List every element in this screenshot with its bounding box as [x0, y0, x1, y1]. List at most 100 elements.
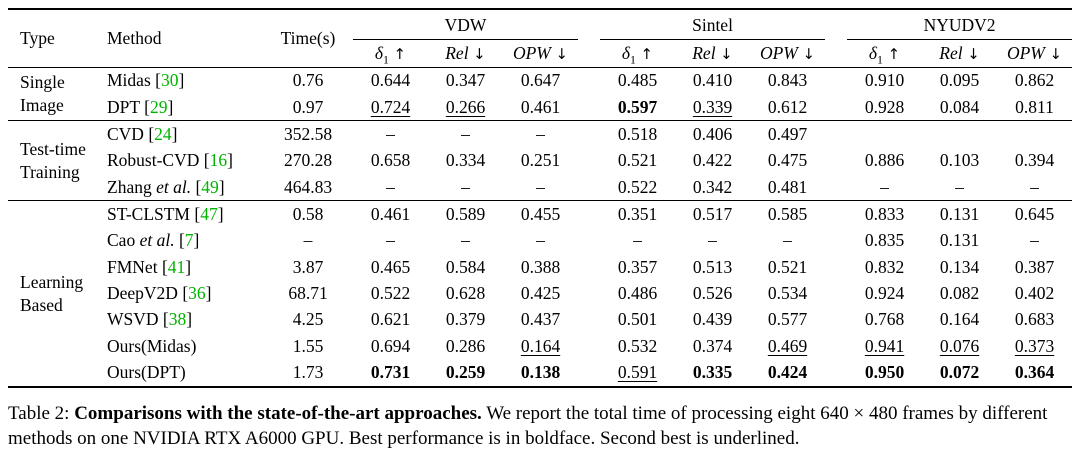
value-cell: 0.251 — [520, 150, 561, 171]
method-name: Ours(Midas) — [107, 335, 197, 356]
citation-link[interactable]: [29] — [144, 96, 174, 117]
value-cell: 0.357 — [617, 256, 658, 277]
citation-link[interactable]: [24] — [148, 123, 178, 144]
metric-symbol: Rel — [692, 42, 716, 63]
method-cell: Ours(Midas) — [103, 333, 263, 359]
value-cell: 0.424 — [767, 361, 808, 382]
column-spacer — [578, 148, 600, 174]
value-cell — [922, 120, 998, 148]
value-cell: 0.422 — [692, 150, 733, 171]
table-row: Ours(DPT) 1.73 0.731 0.259 0.138 0.591 0.335 0.… — [8, 359, 1072, 386]
metric-header: OPW ↓ — [503, 39, 578, 68]
time-cell: 1.73 — [292, 361, 324, 382]
value-cell: 0.335 — [692, 361, 733, 382]
value-cell: 0.334 — [445, 150, 486, 171]
metric-symbol: OPW — [512, 42, 551, 63]
value-cell: 0.731 — [370, 361, 411, 382]
value-cell: 0.266 — [445, 96, 486, 117]
value-cell: – — [386, 176, 395, 197]
value-cell: 0.342 — [692, 176, 733, 197]
value-cell: – — [503, 120, 578, 148]
column-spacer — [825, 120, 848, 148]
column-spacer — [578, 228, 600, 254]
table-row: Robust-CVD [16] 270.28 0.658 0.334 0.251 0.52… — [8, 148, 1072, 174]
value-cell: 0.481 — [767, 176, 808, 197]
metric-header: Rel ↓ — [675, 39, 750, 68]
table-row: WSVD [38] 4.25 0.621 0.379 0.437 0.501 0.439 0.… — [8, 307, 1072, 333]
method-name: FMNet — [107, 256, 158, 277]
method-name: CVD — [107, 123, 144, 144]
value-cell: – — [461, 176, 470, 197]
dataset-group-header: Sintel — [600, 9, 826, 41]
method-name: ST-CLSTM — [107, 203, 190, 224]
value-cell — [847, 120, 923, 148]
header-row-groups: Type Method Time(s) VDW Sintel NYUDV2 — [8, 9, 1073, 68]
column-spacer — [578, 200, 600, 228]
metric-header: OPW ↓ — [997, 39, 1073, 68]
value-cell: 0.469 — [767, 335, 808, 356]
citation-link[interactable]: [38] — [162, 309, 193, 330]
up-arrow-icon: ↑ — [388, 44, 407, 63]
column-spacer — [578, 94, 600, 121]
time-cell: – — [303, 230, 313, 251]
metric-header: OPW ↓ — [750, 39, 826, 68]
caption-body-text: We report the total time of processing e… — [8, 402, 1048, 450]
citation-number: 41 — [167, 256, 186, 277]
citation-link[interactable]: [47] — [194, 203, 224, 224]
method-name: Zhang — [107, 176, 157, 197]
value-cell: 0.835 — [864, 230, 905, 251]
citation-link[interactable]: [7] — [178, 230, 200, 251]
citation-link[interactable]: [30] — [155, 70, 185, 91]
time-cell: 352.58 — [263, 120, 353, 148]
column-spacer — [578, 280, 600, 306]
method-cell: FMNet [41] — [103, 254, 263, 280]
value-cell: 0.517 — [675, 200, 750, 228]
value-cell: 0.076 — [939, 335, 980, 356]
results-table: Type Method Time(s) VDW Sintel NYUDV2 δ1 ↑ Rel … — [8, 8, 1073, 388]
column-spacer — [825, 9, 848, 68]
citation-link[interactable]: [41] — [161, 256, 192, 277]
citation-link[interactable]: [49] — [195, 176, 225, 197]
citation-number: 36 — [188, 282, 206, 303]
method-cell: ST-CLSTM [47] — [103, 200, 263, 228]
value-cell: 0.374 — [692, 335, 733, 356]
table-row: Cao et al. [7] – – – – – – – 0.835 0.131 – — [8, 228, 1072, 254]
table-row: DeepV2D [36] 68.71 0.522 0.628 0.425 0.486 0.5… — [8, 280, 1072, 306]
table-row: DPT [29] 0.97 0.724 0.266 0.461 0.597 0.339 0.6… — [8, 94, 1072, 121]
time-cell: 4.25 — [292, 309, 324, 330]
value-cell: 0.164 — [520, 335, 561, 356]
time-cell: 68.71 — [288, 282, 328, 303]
citation-number: 47 — [200, 203, 218, 224]
method-cell: Ours(DPT) — [103, 359, 263, 386]
value-cell: 0.103 — [939, 150, 980, 171]
table-row: Learning Based ST-CLSTM [47] 0.58 0.461 0.58… — [8, 200, 1073, 387]
column-spacer — [578, 359, 600, 386]
value-cell: – — [428, 120, 503, 148]
column-spacer — [578, 174, 600, 201]
table-row: FMNet [41] 3.87 0.465 0.584 0.388 0.357 0.513 0… — [8, 254, 1072, 280]
value-cell: 0.131 — [922, 200, 998, 228]
value-cell: 0.833 — [847, 200, 923, 228]
type-cell: Single Image — [20, 72, 65, 116]
table-head: Type Method Time(s) VDW Sintel NYUDV2 δ1 ↑ Rel … — [8, 9, 1073, 68]
metric-header: δ1 ↑ — [353, 39, 428, 68]
metric-symbol: OPW — [1006, 42, 1045, 63]
time-cell: 270.28 — [283, 150, 333, 171]
citation-link[interactable]: [16] — [203, 150, 233, 171]
value-cell: 0.373 — [1014, 335, 1055, 356]
method-etal: et al. — [156, 176, 192, 197]
value-cell: 0.379 — [445, 309, 486, 330]
method-cell: WSVD [38] — [103, 307, 263, 333]
metric-symbol: OPW — [759, 42, 798, 63]
value-cell: 0.439 — [692, 309, 733, 330]
column-spacer — [578, 307, 600, 333]
value-cell: 0.924 — [864, 282, 905, 303]
value-cell: 0.394 — [1014, 150, 1055, 171]
up-arrow-icon: ↑ — [635, 44, 654, 63]
citation-link[interactable]: [36] — [182, 282, 212, 303]
value-cell: 0.339 — [692, 96, 733, 117]
method-name: Cao — [107, 230, 140, 251]
value-cell: 0.084 — [939, 96, 980, 117]
type-cell: Learning Based — [8, 200, 103, 387]
value-cell: – — [536, 230, 545, 251]
